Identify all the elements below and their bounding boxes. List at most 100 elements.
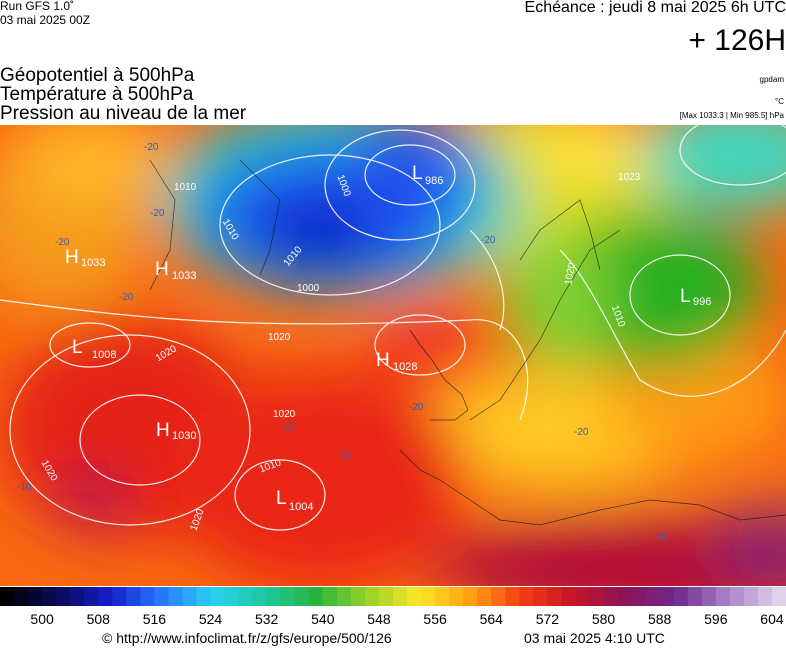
colorbar-tick-label: 532 — [255, 611, 279, 627]
temperature-label: -20 — [150, 208, 165, 219]
colorbar-swatch — [659, 587, 675, 606]
center-type: L — [72, 337, 83, 358]
colorbar-swatch — [421, 587, 436, 606]
colorbar-swatch — [224, 587, 240, 606]
center-value: 986 — [425, 175, 443, 187]
colorbar-swatch — [645, 587, 661, 606]
colorbar-swatch — [42, 587, 57, 606]
colorbar-tick-label: 548 — [367, 611, 391, 627]
colorbar-swatch — [84, 587, 99, 606]
colorbar-swatch — [126, 587, 141, 606]
center-value: 1008 — [92, 349, 116, 361]
isobar-label: 1020 — [563, 262, 578, 286]
colorbar-swatch — [140, 587, 155, 606]
unit: gpdam — [760, 75, 785, 84]
colorbar-swatch — [743, 587, 759, 606]
colorbar-swatch — [252, 587, 268, 606]
colorbar-tick-label: 524 — [199, 611, 223, 627]
center-type: L — [680, 286, 691, 307]
temperature-label: -20 — [409, 402, 424, 413]
center-type: H — [156, 420, 170, 441]
colorbar-tick-label: 556 — [423, 611, 447, 627]
issued: 03 mai 2025 4:10 UTC — [524, 630, 665, 646]
lead-time: + 126H — [688, 24, 786, 57]
center-value: 1028 — [393, 361, 417, 373]
colorbar-swatch — [0, 587, 15, 606]
center-value: 1033 — [81, 257, 105, 269]
colorbar-swatch — [350, 587, 366, 606]
temperature-label: -20 — [282, 422, 297, 433]
colorbar-tick-label: 500 — [30, 611, 54, 627]
center-type: H — [155, 259, 169, 280]
colorbar-swatch — [238, 587, 254, 606]
field-title: Température à 500hPa — [0, 84, 194, 105]
colorbar-swatch — [463, 587, 478, 606]
unit: °C — [775, 97, 784, 106]
pressure-centers: L 986 H 1033 H 1033 L 996 H 1028 H 1030 … — [65, 163, 711, 513]
isobar-label: 1020 — [268, 332, 291, 343]
temperature-label: -20 — [481, 235, 496, 246]
run-date: 03 mai 2025 00Z — [0, 13, 90, 27]
isobar-label: 1020 — [273, 409, 296, 420]
colorbar-tick-label: 596 — [704, 611, 728, 627]
colorbar-ticks: 500 508 516 524 532 540 548 556 564 572 580 588 596 6… — [30, 611, 783, 627]
colorbar-swatch — [533, 587, 548, 606]
colorbar-swatch — [631, 587, 647, 606]
colorbar-swatch — [70, 587, 85, 606]
valid-time: Echéance : jeudi 8 mai 2025 6h UTC — [525, 0, 786, 16]
colorbar-swatch — [14, 587, 29, 606]
center-value: 1033 — [172, 270, 196, 282]
run: Run GFS 1.0˚ — [0, 0, 74, 13]
colorbar-swatch — [561, 587, 576, 606]
colorbar-swatch — [182, 587, 197, 606]
isobar-label: 1023 — [618, 172, 641, 183]
colorbar-swatch — [196, 587, 212, 606]
colorbar-swatch — [154, 587, 169, 606]
colorbar-swatch — [98, 587, 113, 606]
colorbar-swatch — [294, 587, 310, 606]
colorbar-swatch — [687, 587, 703, 606]
temperature-label: -20 — [119, 292, 134, 303]
colorbar-tick-label: 540 — [311, 611, 335, 627]
colorbar-swatch — [547, 587, 562, 606]
isobar-label: 1010 — [174, 182, 197, 193]
colorbar-swatch — [112, 587, 127, 606]
map-field — [0, 125, 786, 586]
center-type: L — [276, 488, 287, 509]
colorbar-tick-label: 516 — [143, 611, 167, 627]
colorbar-swatch — [491, 587, 506, 606]
colorbar-swatch — [336, 587, 352, 606]
center-value: 1004 — [289, 501, 313, 513]
center-value: 996 — [693, 296, 711, 308]
temperature-label: -20 — [574, 427, 589, 438]
colorbar-swatch — [378, 587, 394, 606]
colorbar-swatch — [56, 587, 71, 606]
colorbar-swatch — [364, 587, 380, 606]
colorbar-tick-label: 564 — [480, 611, 504, 627]
field-title: Géopotentiel à 500hPa — [0, 65, 195, 86]
colorbar-swatch — [589, 587, 605, 606]
colorbar-swatch — [617, 587, 633, 606]
temperature-label: -10 — [654, 532, 669, 543]
colorbar-swatch — [771, 587, 786, 606]
colorbar-swatch — [393, 587, 408, 606]
colorbar-swatch — [505, 587, 520, 606]
temperature-labels: -20 -20 -20 -20 -20 -20 -20 -20 -10 -10 … — [17, 142, 669, 543]
colorbar-swatch — [519, 587, 534, 606]
colorbar-swatch — [435, 587, 450, 606]
colorbar-swatch — [701, 587, 717, 606]
colorbar-swatch — [308, 587, 324, 606]
center-type: H — [65, 247, 79, 268]
temperature-label: -10 — [17, 482, 32, 493]
center-type: H — [376, 350, 390, 371]
colorbar-swatch — [168, 587, 183, 606]
colorbar-swatch — [575, 587, 590, 606]
colorbar-swatch — [28, 587, 43, 606]
colorbar-swatch — [280, 587, 296, 606]
temperature-label: -20 — [144, 142, 159, 153]
colorbar-tick-label: 588 — [648, 611, 672, 627]
temperature-label: -20 — [55, 237, 70, 248]
colorbar-tick-label: 580 — [592, 611, 616, 627]
colorbar-tick-label: 508 — [87, 611, 111, 627]
